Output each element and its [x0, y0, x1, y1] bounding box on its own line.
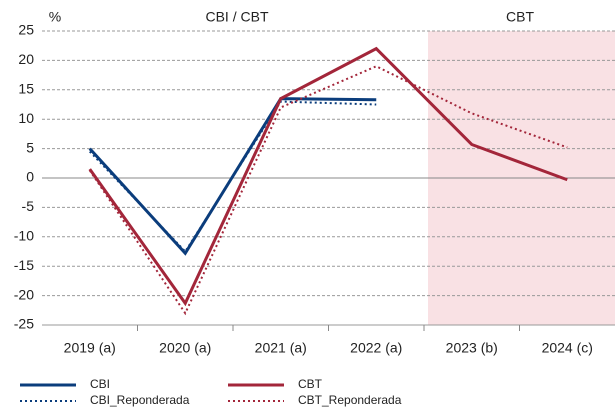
y-tick-label: 10	[18, 110, 34, 126]
y-tick-label: 5	[26, 139, 34, 155]
series-line	[88, 97, 377, 256]
y-tick-label: 15	[18, 81, 34, 97]
y-tick-label: 20	[18, 51, 34, 67]
x-tick-label: 2021 (a)	[255, 340, 307, 356]
y-tick-label: -5	[22, 198, 35, 214]
legend-label: CBI	[90, 377, 110, 391]
legend-label: CBT_Reponderada	[298, 393, 402, 407]
legend-label: CBI_Reponderada	[90, 393, 190, 407]
y-tick-label: 25	[18, 22, 34, 38]
series-line	[88, 65, 568, 316]
x-tick-label: 2023 (b)	[446, 340, 498, 356]
x-tick-label: 2019 (a)	[64, 340, 116, 356]
legend-label: CBT	[298, 377, 323, 391]
y-tick-label: -10	[14, 228, 34, 244]
annotation: CBI / CBT	[205, 9, 268, 25]
y-unit: %	[49, 9, 61, 25]
annotation: CBT	[506, 9, 534, 25]
y-tick-label: -25	[14, 316, 34, 332]
x-tick-label: 2022 (a)	[350, 340, 402, 356]
series-line	[88, 46, 568, 307]
x-tick-label: 2020 (a)	[159, 340, 211, 356]
x-tick-label: 2024 (c)	[542, 340, 593, 356]
y-tick-label: -15	[14, 257, 34, 273]
y-tick-label: 0	[26, 169, 34, 185]
y-tick-label: -20	[14, 286, 34, 302]
